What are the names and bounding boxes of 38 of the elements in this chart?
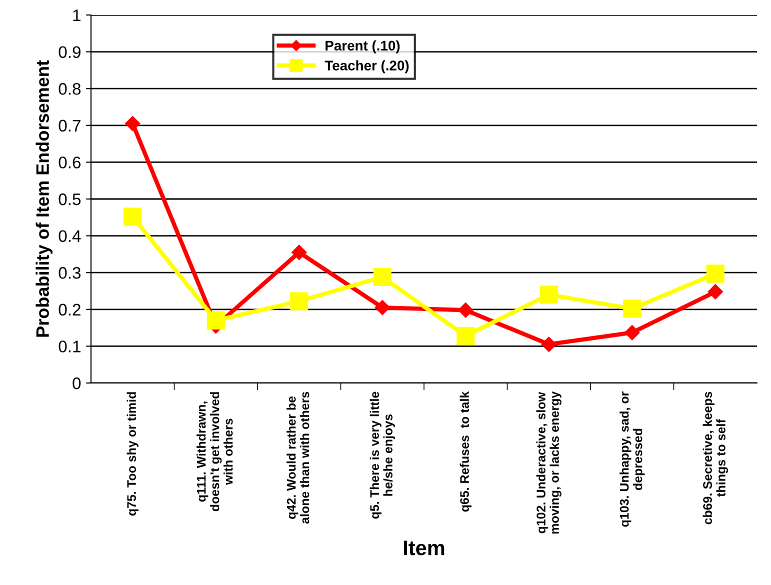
y-tick-label: 0.6	[58, 156, 81, 168]
y-tick-label: 0.5	[58, 193, 81, 206]
x-tick-label: q42. Would rather be alone than with others	[286, 392, 310, 524]
point	[708, 284, 723, 300]
point	[292, 244, 307, 260]
legend-label: Parent (.10)	[326, 40, 400, 54]
x-tick-label: q75. Too shy or timid	[126, 392, 138, 516]
x-tick-label: q103. Unhappy, sad, or depressed	[620, 392, 645, 527]
point	[373, 268, 392, 286]
x-tick-label: q5. There is very little he/she enjoys	[370, 392, 395, 519]
point	[623, 300, 642, 318]
y-tick-label: 0.8	[58, 83, 81, 95]
y-tick-label: 0	[72, 377, 81, 390]
point	[458, 302, 474, 318]
x-tick-label: q102. Underactive, slow moving, or lacks energy	[536, 391, 562, 534]
x-tick-label: q111. Withdrawn, doesn't get involved with others	[196, 392, 233, 512]
y-tick-label: 0.3	[58, 267, 81, 279]
point	[540, 286, 558, 304]
legend-label: Teacher (.20)	[324, 60, 409, 74]
point	[206, 311, 225, 330]
point	[124, 208, 142, 226]
y-tick-label: 0.9	[58, 46, 80, 58]
y-tick-label: 0.2	[58, 304, 80, 316]
point	[624, 325, 640, 340]
point	[541, 336, 556, 352]
y-tick-label: 0.7	[58, 120, 80, 132]
point	[374, 300, 390, 316]
x-tick-label: q65. Refuses to talk	[460, 391, 472, 512]
x-tick-label: cb69. Secretive, keeps things to self	[702, 392, 728, 524]
point	[456, 326, 475, 345]
y-tick-label: 0.4	[58, 230, 81, 242]
point	[125, 116, 140, 132]
y-tick-label: 0.1	[58, 340, 80, 352]
x-axis-title: Item	[404, 540, 444, 556]
y-tick-label: 1	[73, 10, 80, 22]
point	[290, 292, 308, 310]
y-axis-title: Probability of Item Endorsement	[36, 60, 53, 337]
point	[706, 264, 724, 283]
